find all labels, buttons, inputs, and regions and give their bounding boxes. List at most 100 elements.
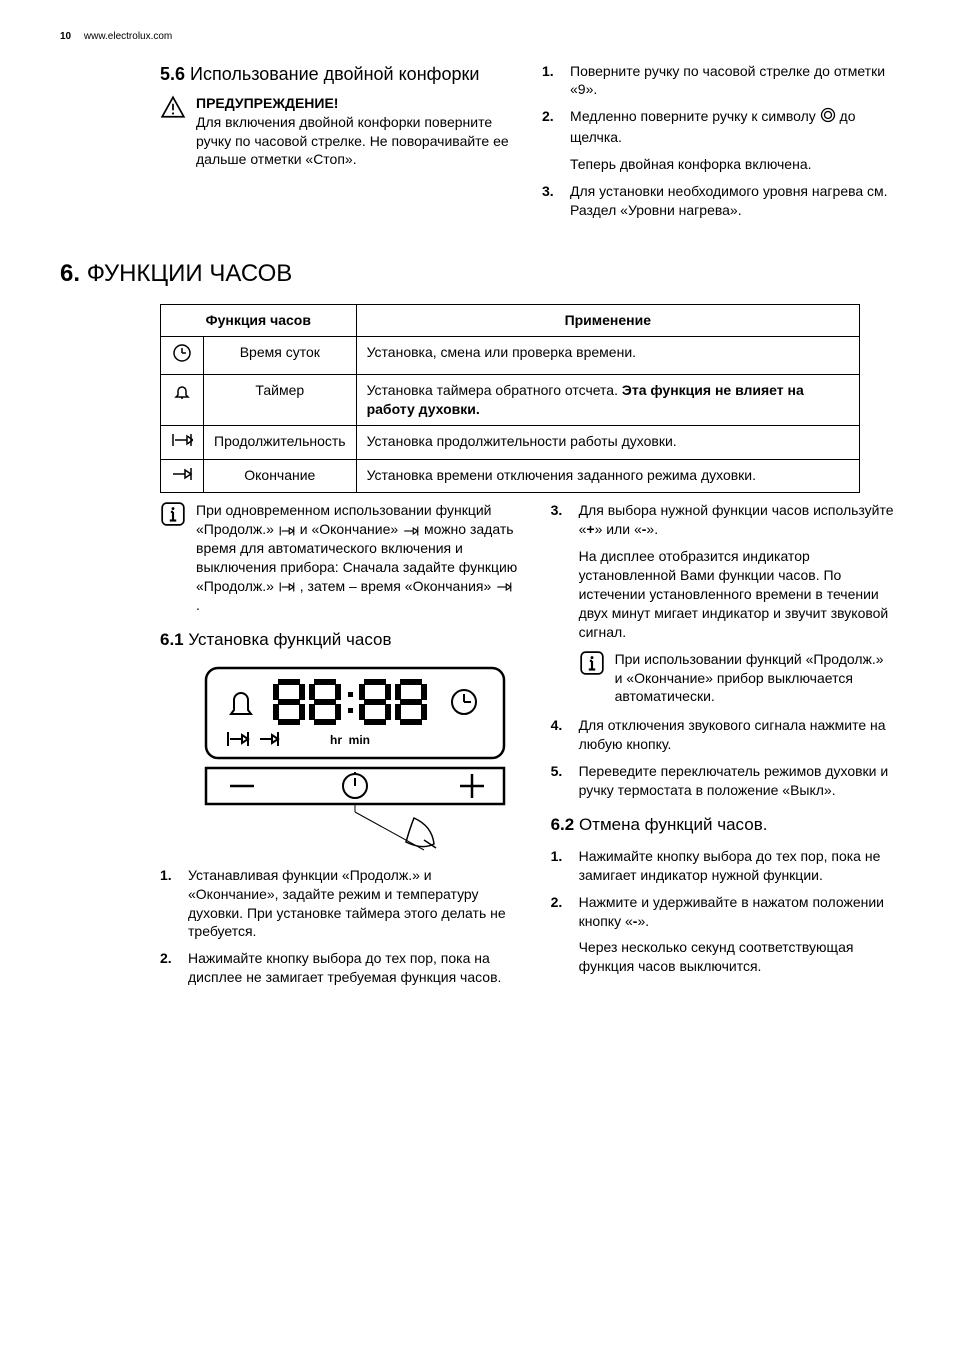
right-steps-list: 1. Поверните ручку по часовой стрелке до… — [542, 62, 894, 148]
step-num: 1. — [542, 62, 560, 100]
warning-text: ПРЕДУПРЕЖДЕНИЕ! Для включения двойной ко… — [196, 94, 512, 170]
step-text: Медленно поверните ручку к символу до ще… — [570, 107, 894, 147]
info2-text: При использовании функций «Продолж.» и «… — [615, 650, 894, 707]
info1-b: и «Окончание» — [300, 521, 402, 537]
step-text: Нажмите и удерживайте в нажатом положени… — [579, 893, 894, 931]
mid-step-3: 3. Для выбора нужной функции часов испол… — [551, 501, 894, 539]
warning-row: ПРЕДУПРЕЖДЕНИЕ! Для включения двойной ко… — [160, 94, 512, 170]
step-text: Для установки необходимого уровня нагрев… — [570, 182, 894, 220]
clock-icon — [161, 337, 204, 375]
right-step-1: 1. Поверните ручку по часовой стрелке до… — [542, 62, 894, 100]
th-usage: Применение — [356, 305, 859, 337]
mid-step-4: 4. Для отключения звукового сигнала нажм… — [551, 716, 894, 754]
mid-step-3-note: На дисплее отобразится индикатор установ… — [551, 547, 894, 641]
row4-name: Окончание — [204, 459, 357, 493]
table-row: Время суток Установка, смена или проверк… — [161, 337, 860, 375]
page-header: 10 www.electrolux.com — [60, 30, 894, 44]
section-6-1-title: Установка функций часов — [188, 630, 391, 649]
warning-title: ПРЕДУПРЕЖДЕНИЕ! — [196, 94, 512, 113]
clock-functions-table: Функция часов Применение Время суток Уст… — [160, 304, 860, 493]
section-5-6-title: Использование двойной конфорки — [190, 64, 479, 84]
chapter-6-title: ФУНКЦИИ ЧАСОВ — [87, 260, 293, 287]
row1-desc: Установка, смена или проверка времени. — [356, 337, 859, 375]
chapter-6-num: 6. — [60, 260, 80, 287]
step-num: 2. — [551, 893, 569, 931]
right-step-2: 2. Медленно поверните ручку к символу до… — [542, 107, 894, 147]
section-6-2-heading: 6.2 Отмена функций часов. — [551, 814, 894, 837]
info1-text: При одновременном использовании функций … — [196, 501, 521, 614]
row2-desc-a: Установка таймера обратного отсчета. — [367, 382, 622, 398]
row3-desc: Установка продолжительности работы духов… — [356, 425, 859, 459]
table-row: Таймер Установка таймера обратного отсче… — [161, 374, 860, 425]
section-5-6-heading: 5.6 Использование двойной конфорки — [160, 62, 512, 86]
info1-d: , затем – время «Окончания» — [300, 578, 495, 594]
left-step-2: 2. Нажимайте кнопку выбора до тех пор, п… — [160, 949, 521, 987]
section-6-2-title: Отмена функций часов. — [579, 815, 768, 834]
s62-2a: Нажмите и удерживайте в нажатом положени… — [579, 894, 884, 929]
step-text: Для отключения звукового сигнала нажмите… — [579, 716, 894, 754]
lower-right-col: 3. Для выбора нужной функции часов испол… — [551, 501, 894, 995]
step-text: Для выбора нужной функции часов использу… — [579, 501, 894, 539]
s62-steps-list: 1. Нажимайте кнопку выбора до тех пор, п… — [551, 847, 894, 931]
step-num: 4. — [551, 716, 569, 754]
clock-display-figure: hr min — [200, 662, 510, 852]
section-6-1-num: 6.1 — [160, 630, 184, 649]
hr-min-label: hr min — [330, 733, 370, 747]
mid-steps-list: 3. Для выбора нужной функции часов испол… — [551, 501, 894, 539]
row2-desc: Установка таймера обратного отсчета. Эта… — [356, 374, 859, 425]
right-steps-list-2: 3. Для установки необходимого уровня наг… — [542, 182, 894, 220]
table-row: Окончание Установка времени отключения з… — [161, 459, 860, 493]
row2-name: Таймер — [204, 374, 357, 425]
info-note-2: При использовании функций «Продолж.» и «… — [579, 650, 894, 707]
table-header-row: Функция часов Применение — [161, 305, 860, 337]
plus-key: + — [586, 521, 594, 537]
warning-body: Для включения двойной конфорки поверните… — [196, 113, 512, 170]
step-num: 1. — [551, 847, 569, 885]
duration-icon — [161, 425, 204, 459]
double-ring-icon — [820, 107, 836, 128]
step-num: 1. — [160, 866, 178, 942]
info-icon — [160, 501, 186, 614]
s62-step-1: 1. Нажимайте кнопку выбора до тех пор, п… — [551, 847, 894, 885]
top-two-col: 5.6 Использование двойной конфорки ПРЕДУ… — [60, 62, 894, 228]
s62-step-2: 2. Нажмите и удерживайте в нажатом полож… — [551, 893, 894, 931]
s62-step-2-note: Через несколько секунд соответствующая ф… — [551, 938, 894, 976]
step-num: 2. — [160, 949, 178, 987]
end-icon — [161, 459, 204, 493]
chapter-6-heading: 6. ФУНКЦИИ ЧАСОВ — [60, 258, 894, 290]
warning-icon — [160, 94, 186, 170]
left-step-1: 1. Устанавливая функции «Продолж.» и «Ок… — [160, 866, 521, 942]
header-url: www.electrolux.com — [84, 31, 172, 42]
lower-left-col: При одновременном использовании функций … — [60, 501, 521, 995]
th-function: Функция часов — [161, 305, 357, 337]
step-num: 3. — [542, 182, 560, 220]
s62-2b: ». — [637, 913, 649, 929]
step-text: Нажимайте кнопку выбора до тех пор, пока… — [188, 949, 521, 987]
left-steps-list: 1. Устанавливая функции «Продолж.» и «Ок… — [160, 866, 521, 987]
step-text: Поверните ручку по часовой стрелке до от… — [570, 62, 894, 100]
s3b: » или « — [595, 521, 642, 537]
right-step-3: 3. Для установки необходимого уровня наг… — [542, 182, 894, 220]
page-number: 10 — [60, 30, 71, 44]
right-step-2-note: Теперь двойная конфорка включена. — [542, 155, 894, 174]
section-5-6-num: 5.6 — [160, 64, 185, 84]
info-note-1: При одновременном использовании функций … — [160, 501, 521, 614]
section-6-2-num: 6.2 — [551, 815, 575, 834]
mid-steps-list-2: 4. Для отключения звукового сигнала нажм… — [551, 716, 894, 800]
row1-name: Время суток — [204, 337, 357, 375]
step-text: Нажимайте кнопку выбора до тех пор, пока… — [579, 847, 894, 885]
step-num: 5. — [551, 762, 569, 800]
table-row: Продолжительность Установка продолжитель… — [161, 425, 860, 459]
step-num: 3. — [551, 501, 569, 539]
s3c: ». — [646, 521, 658, 537]
lower-two-col: При одновременном использовании функций … — [60, 501, 894, 995]
mid-step-5: 5. Переведите переключатель режимов духо… — [551, 762, 894, 800]
info-icon — [579, 650, 605, 707]
step-num: 2. — [542, 107, 560, 147]
info1-e: . — [196, 597, 200, 613]
section-6-1-heading: 6.1 Установка функций часов — [160, 629, 521, 652]
col-left-56: 5.6 Использование двойной конфорки ПРЕДУ… — [60, 62, 512, 228]
bell-icon — [161, 374, 204, 425]
step-text: Устанавливая функции «Продолж.» и «Оконч… — [188, 866, 521, 942]
row3-name: Продолжительность — [204, 425, 357, 459]
